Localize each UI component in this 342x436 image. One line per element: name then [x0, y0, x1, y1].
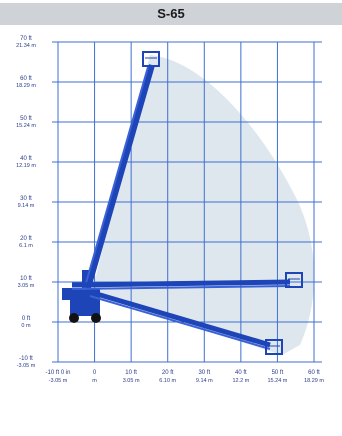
y-tick-label-m: 6.1 m — [19, 243, 33, 249]
x-axis-labels: -10 ft 0 in -3.05 m 0 m 10 ft 3.05 m 20 ft 6.10… — [45, 370, 324, 384]
x-tick-label-m: 6.10 m — [159, 378, 176, 384]
x-tick-label-ft: 40 ft — [235, 370, 247, 376]
y-tick-label-ft: 30 ft — [20, 196, 32, 202]
boom-below-grade — [89, 289, 283, 355]
x-tick-label-m: 12.2 m — [232, 378, 249, 384]
x-tick-label-ft: -10 ft 0 in — [45, 370, 70, 376]
y-tick-label-ft: 50 ft — [20, 116, 32, 122]
working-envelope-area — [93, 55, 315, 355]
x-tick-label-m: 9.14 m — [196, 378, 213, 384]
x-tick-label-ft: 0 — [93, 370, 97, 376]
x-tick-label-m: -3.05 m — [49, 378, 68, 384]
y-tick-label-ft: -10 ft — [19, 356, 33, 362]
boom-horizontal — [71, 272, 303, 290]
x-tick-label-ft: 60 ft — [308, 370, 320, 376]
y-tick-label-ft: 10 ft — [20, 276, 32, 282]
title-bar — [0, 3, 342, 25]
x-tick-label-m: 15.24 m — [267, 378, 287, 384]
boom-vertical — [83, 51, 160, 291]
y-tick-label-m: 9.14 m — [18, 203, 35, 209]
y-tick-label-ft: 60 ft — [20, 76, 32, 82]
y-tick-label-m: 0 m — [21, 323, 31, 329]
y-tick-label-m: -3.05 m — [17, 363, 36, 369]
x-tick-label-ft: 20 ft — [162, 370, 174, 376]
y-tick-label-m: 21.34 m — [16, 43, 36, 49]
x-tick-label-ft: 50 ft — [272, 370, 284, 376]
y-tick-label-ft: 0 ft — [22, 316, 31, 322]
y-tick-label-ft: 40 ft — [20, 156, 32, 162]
y-tick-label-m: 15.24 m — [16, 123, 36, 129]
diagram-title: S-65 — [157, 6, 185, 21]
y-tick-label-m: 3.05 m — [18, 283, 35, 289]
y-tick-label-m: 12.19 m — [16, 163, 36, 169]
x-tick-label-m: m — [92, 378, 97, 384]
y-tick-label-ft: 20 ft — [20, 236, 32, 242]
x-tick-label-ft: 30 ft — [198, 370, 210, 376]
y-tick-label-ft: 70 ft — [20, 36, 32, 42]
x-tick-label-m: 3.05 m — [123, 378, 140, 384]
y-tick-label-m: 18.29 m — [16, 83, 36, 89]
x-tick-label-m: 18.29 m — [304, 378, 324, 384]
x-tick-label-ft: 10 ft — [125, 370, 137, 376]
